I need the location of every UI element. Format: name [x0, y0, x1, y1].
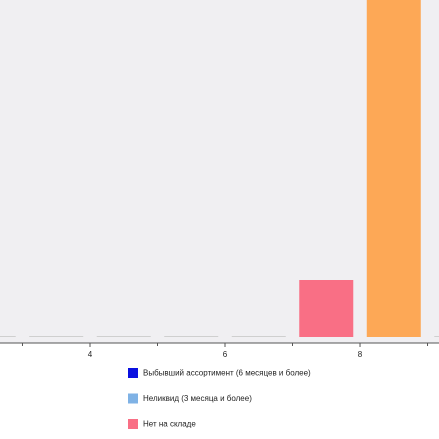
plot-area: [0, 0, 439, 343]
legend-label: Неликвид (3 месяца и более): [143, 394, 252, 403]
legend-label: Выбывший ассортимент (6 месяцев и более): [143, 369, 311, 378]
bars: [0, 0, 439, 337]
bar: [164, 336, 219, 337]
legend-swatch: [128, 419, 138, 429]
x-tick-label: 4: [88, 350, 93, 359]
legend-label: Нет на складе: [143, 420, 196, 429]
bar: [96, 336, 151, 337]
bar: [299, 280, 354, 337]
bar: [231, 336, 286, 337]
x-tick-label: 8: [358, 350, 363, 359]
bar: [29, 336, 84, 337]
bar: [0, 336, 16, 337]
x-tick-label: 6: [223, 350, 228, 359]
bar: [434, 336, 439, 337]
legend-swatch: [128, 393, 138, 404]
bar: [366, 0, 421, 337]
legend-swatch: [128, 368, 138, 378]
